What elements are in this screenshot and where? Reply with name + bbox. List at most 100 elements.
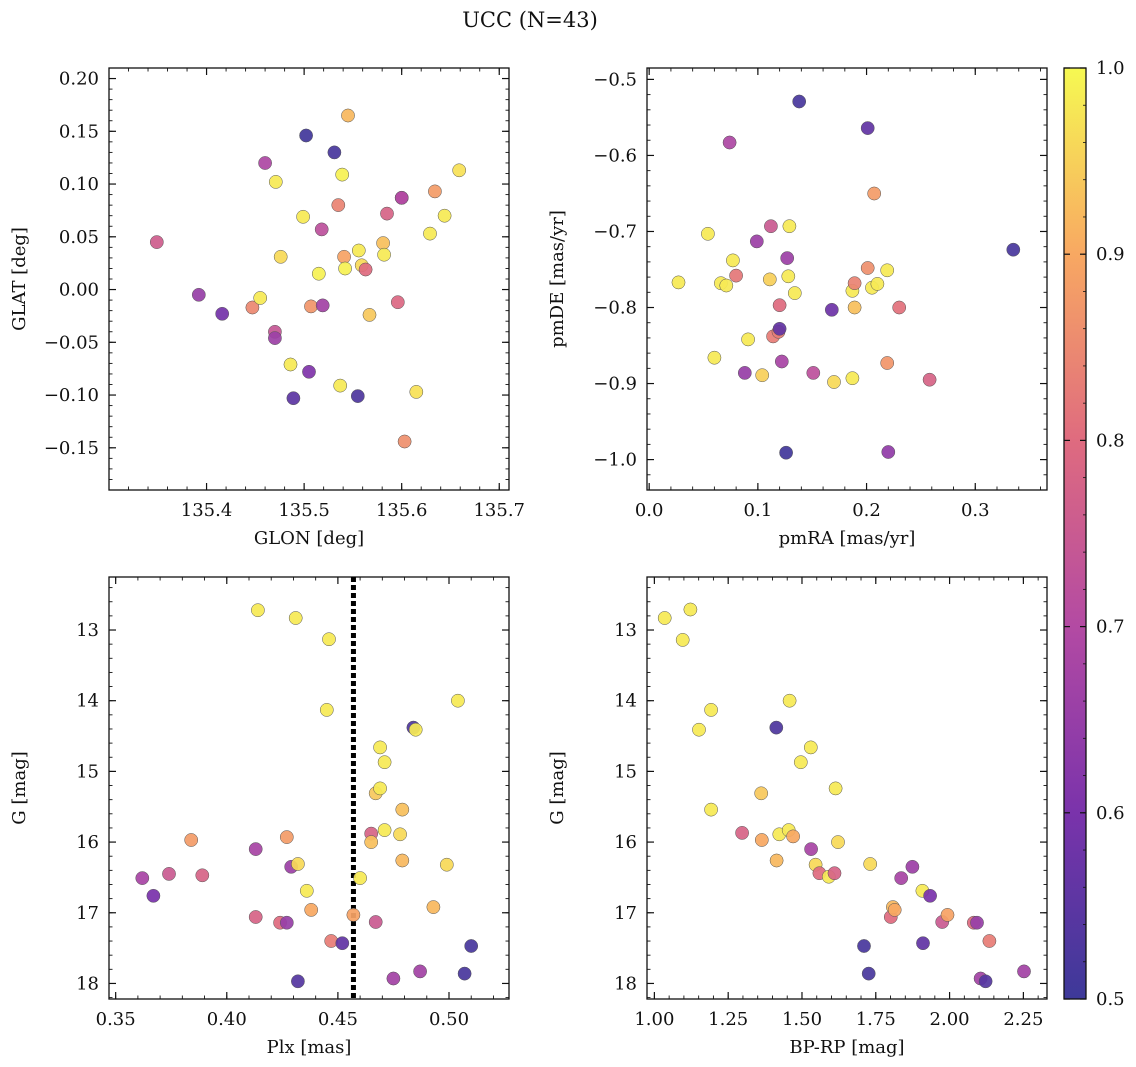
data-point bbox=[782, 693, 797, 708]
data-point bbox=[857, 939, 871, 953]
axes-frame bbox=[646, 576, 1048, 1000]
data-point bbox=[772, 298, 787, 313]
data-point bbox=[215, 306, 230, 321]
data-point bbox=[827, 375, 841, 389]
data-point bbox=[803, 740, 818, 755]
data-point bbox=[386, 971, 401, 986]
panel-2: 0.0 0.1 0.2 0.3 −0.5 −0.6 −0.7 −0.8 −0.9 −1.0 pmRA… bbox=[547, 67, 1048, 549]
data-point bbox=[845, 371, 860, 386]
data-point bbox=[377, 823, 392, 837]
data-point bbox=[804, 842, 818, 856]
y-tick-label: −0.8 bbox=[593, 298, 637, 319]
data-point bbox=[377, 755, 392, 770]
data-point bbox=[413, 964, 427, 979]
data-point bbox=[806, 366, 821, 380]
data-point bbox=[377, 247, 391, 262]
y-tick-label: −0.9 bbox=[593, 374, 637, 395]
x-tick-label: 0.45 bbox=[318, 1009, 358, 1030]
data-point bbox=[683, 602, 698, 617]
data-point bbox=[327, 145, 342, 160]
data-point bbox=[373, 740, 387, 755]
data-point bbox=[726, 253, 740, 268]
data-point bbox=[762, 272, 777, 287]
y-tick-label: 16 bbox=[614, 832, 637, 853]
data-point bbox=[397, 434, 412, 449]
y-tick-label: 13 bbox=[76, 620, 99, 641]
data-point bbox=[283, 357, 298, 372]
data-point bbox=[916, 936, 930, 951]
y-tick-label: 16 bbox=[76, 832, 99, 853]
colorbar-gradient bbox=[1063, 67, 1087, 1000]
data-point bbox=[452, 163, 467, 178]
data-point bbox=[881, 445, 896, 459]
data-point bbox=[754, 786, 769, 801]
y-tick-label: −0.5 bbox=[593, 69, 637, 90]
data-point bbox=[451, 693, 465, 708]
data-point bbox=[184, 833, 199, 847]
data-point bbox=[373, 781, 387, 796]
x-tick-label: 1.00 bbox=[634, 1009, 674, 1030]
x-tick-label: 0.2 bbox=[852, 500, 881, 521]
data-point bbox=[362, 308, 377, 322]
data-point bbox=[894, 871, 909, 885]
y-axis-label: GLAT [deg] bbox=[9, 227, 30, 331]
data-point bbox=[195, 868, 210, 883]
data-point bbox=[828, 781, 843, 796]
data-point bbox=[291, 974, 305, 989]
data-point bbox=[982, 934, 997, 948]
data-point bbox=[1006, 242, 1021, 257]
colorbar-tick-label: 1.0 bbox=[1096, 58, 1125, 79]
data-point bbox=[423, 226, 437, 241]
y-axis-label: G [mag] bbox=[9, 751, 30, 824]
data-point bbox=[350, 389, 365, 403]
data-point bbox=[335, 936, 350, 951]
x-tick-label: 135.6 bbox=[376, 500, 428, 521]
x-tick-label: 0.3 bbox=[961, 500, 990, 521]
data-point bbox=[376, 236, 390, 250]
data-point bbox=[779, 445, 793, 460]
data-point bbox=[792, 94, 807, 109]
data-point bbox=[162, 867, 176, 881]
data-point bbox=[892, 300, 907, 315]
data-point bbox=[880, 356, 895, 370]
data-point bbox=[793, 755, 808, 770]
data-point bbox=[333, 378, 348, 393]
colorbar-tick-label: 0.8 bbox=[1096, 430, 1125, 451]
data-point bbox=[719, 278, 734, 293]
data-point bbox=[880, 263, 895, 278]
data-point bbox=[268, 175, 283, 189]
y-tick-label: 0.10 bbox=[59, 174, 99, 195]
y-tick-label: 14 bbox=[76, 691, 99, 712]
y-tick-label: 15 bbox=[614, 761, 637, 782]
y-tick-label: 15 bbox=[76, 761, 99, 782]
y-tick-label: 0.05 bbox=[59, 227, 99, 248]
data-point bbox=[787, 286, 802, 300]
data-point bbox=[315, 298, 330, 313]
x-axis-label: GLON [deg] bbox=[254, 528, 364, 549]
colorbar-tick-label: 0.6 bbox=[1096, 803, 1125, 824]
data-point bbox=[464, 939, 479, 953]
data-point bbox=[426, 900, 441, 914]
data-point bbox=[135, 871, 150, 885]
data-point bbox=[692, 722, 706, 737]
data-point bbox=[860, 261, 875, 275]
data-point bbox=[311, 266, 326, 281]
data-point bbox=[439, 857, 454, 872]
data-point bbox=[754, 833, 769, 847]
data-point bbox=[273, 249, 288, 264]
data-point bbox=[749, 234, 764, 249]
data-point bbox=[288, 611, 303, 625]
data-point bbox=[781, 269, 796, 284]
data-point bbox=[335, 167, 350, 182]
data-point bbox=[824, 302, 839, 317]
data-point bbox=[395, 853, 410, 868]
data-point bbox=[861, 966, 876, 981]
data-point bbox=[368, 915, 383, 929]
colorbar-tick-label: 0.7 bbox=[1096, 617, 1125, 638]
x-tick-label: 0.50 bbox=[429, 1009, 469, 1030]
data-point bbox=[353, 871, 367, 885]
data-point bbox=[286, 391, 301, 406]
data-point bbox=[772, 321, 787, 336]
x-tick-label: 0.0 bbox=[635, 500, 664, 521]
data-point bbox=[191, 287, 206, 302]
